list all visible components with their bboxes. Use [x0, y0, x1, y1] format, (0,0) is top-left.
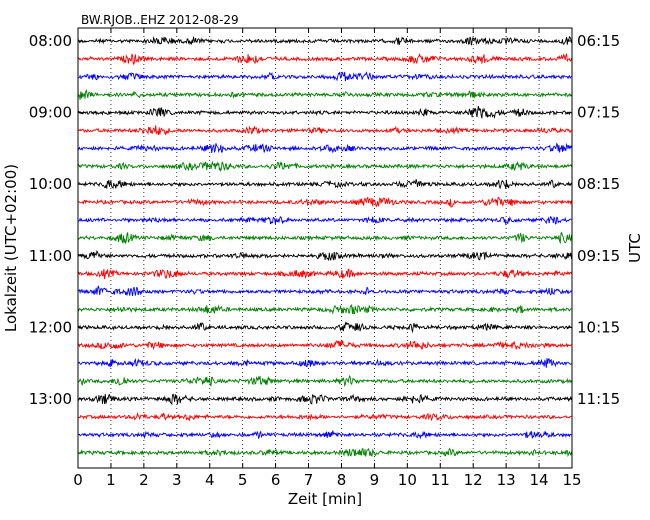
right-tick-label-5: 11:15 [577, 390, 620, 408]
left-tick-label-2: 10:00 [29, 175, 72, 193]
plot-area-background [78, 28, 572, 468]
trace-10 [77, 196, 572, 208]
trace-13 [77, 250, 572, 261]
left-axis-ticks: 08:00 09:00 10:00 11:00 12:00 13:00 [29, 32, 83, 408]
x-tick-label-9: 9 [370, 471, 380, 489]
trace-6 [77, 125, 572, 136]
trace-20 [77, 374, 572, 388]
x-tick-label-3: 3 [172, 471, 182, 489]
grid-lines [110, 28, 540, 468]
right-tick-label-2: 08:15 [577, 175, 620, 193]
plot-frame [77, 27, 573, 469]
x-tick-label-0: 0 [73, 471, 83, 489]
trace-24 [77, 447, 572, 458]
x-tick-label-4: 4 [205, 471, 215, 489]
right-tick-label-3: 09:15 [577, 247, 620, 265]
left-tick-label-5: 13:00 [29, 390, 72, 408]
x-tick-label-12: 12 [464, 471, 483, 489]
trace-17 [77, 321, 572, 334]
trace-1 [77, 35, 572, 46]
x-tick-label-10: 10 [398, 471, 417, 489]
left-tick-label-3: 11:00 [29, 247, 72, 265]
trace-22 [77, 411, 572, 422]
trace-12 [77, 231, 572, 245]
right-axis-ticks: 06:15 07:15 08:15 09:15 10:15 11:15 [567, 32, 620, 408]
trace-19 [77, 357, 572, 368]
x-tick-label-2: 2 [139, 471, 149, 489]
x-tick-label-11: 11 [431, 471, 450, 489]
left-tick-label-1: 09:00 [29, 104, 72, 122]
right-tick-label-1: 07:15 [577, 104, 620, 122]
left-tick-label-4: 12:00 [29, 318, 72, 336]
trace-9 [77, 179, 572, 190]
x-tick-label-6: 6 [271, 471, 281, 489]
trace-3 [77, 71, 572, 82]
right-tick-label-0: 06:15 [577, 32, 620, 50]
trace-18 [77, 340, 572, 351]
x-tick-label-7: 7 [304, 471, 314, 489]
trace-23 [77, 430, 572, 440]
x-tick-label-15: 15 [562, 471, 581, 489]
trace-8 [77, 160, 572, 173]
right-axis-label: UTC [626, 233, 644, 263]
x-tick-label-8: 8 [337, 471, 347, 489]
trace-5 [77, 105, 572, 120]
x-axis-ticks: 0 1 2 3 4 5 6 7 8 9 10 11 12 13 14 15 [73, 28, 582, 489]
trace-2 [77, 52, 572, 65]
trace-group [77, 35, 572, 458]
x-axis-label: Zeit [min] [288, 490, 362, 508]
trace-14 [77, 268, 572, 280]
trace-16 [77, 303, 572, 315]
trace-4 [77, 89, 572, 100]
x-tick-label-1: 1 [106, 471, 116, 489]
trace-21 [77, 393, 572, 406]
right-tick-label-4: 10:15 [577, 318, 620, 336]
x-tick-label-5: 5 [238, 471, 248, 489]
trace-7 [77, 142, 572, 154]
chart-title: BW.RJOB..EHZ 2012-08-29 [81, 13, 239, 27]
left-tick-label-0: 08:00 [29, 32, 72, 50]
x-tick-label-13: 13 [497, 471, 516, 489]
left-axis-label: Lokalzeit (UTC+02:00) [2, 164, 20, 332]
trace-15 [77, 285, 572, 297]
trace-11 [77, 215, 572, 226]
x-tick-label-14: 14 [530, 471, 549, 489]
